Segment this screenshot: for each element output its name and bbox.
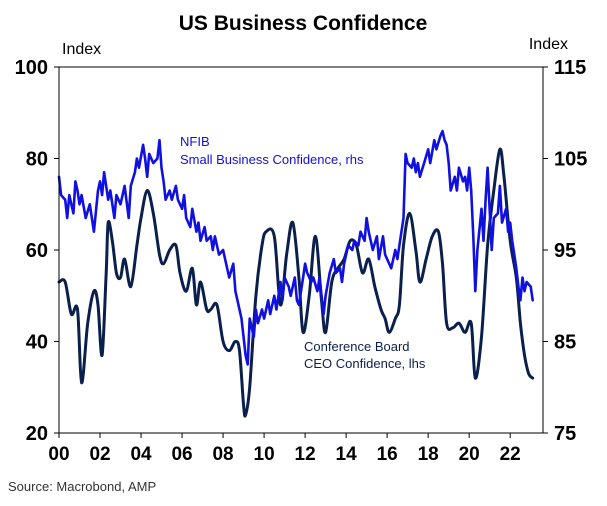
left-axis-tick-label: 100 bbox=[15, 57, 48, 79]
left-axis-tick-label: 20 bbox=[26, 423, 48, 445]
x-axis-tick-label: 04 bbox=[130, 444, 152, 465]
x-axis-tick-label: 20 bbox=[459, 444, 480, 465]
x-axis-tick-label: 08 bbox=[212, 444, 233, 465]
x-axis-tick-label: 18 bbox=[418, 444, 439, 465]
right-axis-tick-label: 85 bbox=[554, 332, 576, 354]
x-axis-tick-label: 06 bbox=[171, 444, 192, 465]
right-axis-tick-label: 75 bbox=[554, 423, 576, 445]
left-axis-tick-label: 80 bbox=[26, 149, 48, 171]
axes-layer: 20 40 60 80 100 75 85 95 105 115 00 02 04 06 08 10 12 14 1… bbox=[15, 57, 588, 465]
right-axis-tick-label: 115 bbox=[554, 57, 586, 79]
ceo-label-line-1: Conference Board bbox=[304, 339, 410, 354]
x-axis-tick-label: 12 bbox=[295, 444, 316, 465]
nfib-label-line-1: NFIB bbox=[180, 134, 210, 149]
x-axis-tick-label: 02 bbox=[89, 444, 110, 465]
nfib-label-line-2: Small Business Confidence, rhs bbox=[180, 152, 364, 167]
left-axis-tick-label: 40 bbox=[26, 332, 48, 354]
nfib-confidence-line bbox=[57, 129, 534, 366]
x-axis-tick-label: 14 bbox=[336, 444, 358, 465]
chart-title: US Business Confidence bbox=[179, 12, 428, 35]
left-axis-tick-label: 60 bbox=[26, 240, 48, 262]
x-axis-tick-label: 22 bbox=[500, 444, 521, 465]
right-axis-tick-label: 105 bbox=[554, 149, 587, 171]
right-axis-tick-label: 95 bbox=[554, 240, 576, 262]
source-note: Source: Macrobond, AMP bbox=[8, 479, 156, 494]
x-axis-tick-label: 00 bbox=[48, 444, 69, 465]
x-axis-tick-label: 16 bbox=[377, 444, 398, 465]
x-axis-tick-label: 10 bbox=[254, 444, 275, 465]
right-axis-label: Index bbox=[529, 36, 568, 53]
series-layer bbox=[57, 129, 535, 418]
left-axis-label: Index bbox=[62, 41, 101, 58]
ceo-confidence-line bbox=[57, 147, 535, 418]
ceo-label-line-2: CEO Confidence, lhs bbox=[304, 356, 426, 371]
